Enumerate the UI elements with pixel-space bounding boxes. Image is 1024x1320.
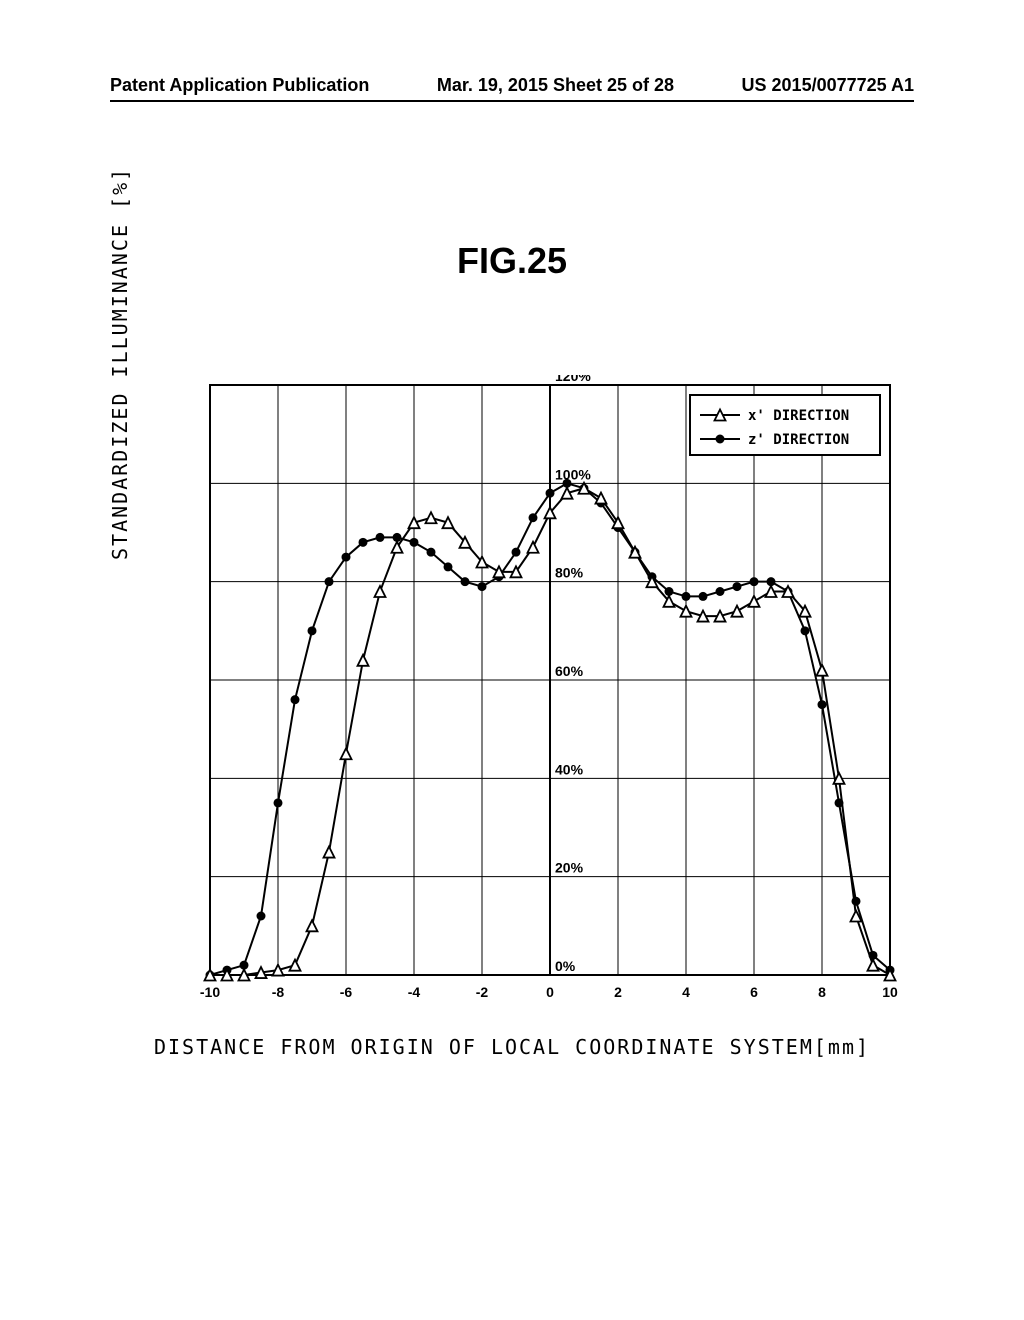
svg-text:6: 6 xyxy=(750,984,758,1000)
svg-text:80%: 80% xyxy=(555,565,584,581)
svg-text:x' DIRECTION: x' DIRECTION xyxy=(748,408,849,424)
svg-text:4: 4 xyxy=(682,984,690,1000)
header-left: Patent Application Publication xyxy=(110,75,369,96)
svg-text:z' DIRECTION: z' DIRECTION xyxy=(748,432,849,448)
svg-text:-4: -4 xyxy=(408,984,421,1000)
svg-text:-10: -10 xyxy=(200,984,220,1000)
svg-text:-2: -2 xyxy=(476,984,489,1000)
svg-text:0: 0 xyxy=(546,984,554,1000)
figure-title: FIG.25 xyxy=(0,240,1024,282)
svg-text:8: 8 xyxy=(818,984,826,1000)
header-right: US 2015/0077725 A1 xyxy=(742,75,914,96)
x-axis-label: DISTANCE FROM ORIGIN OF LOCAL COORDINATE… xyxy=(0,1035,1024,1059)
illuminance-chart: -10-8-6-4-202468100%20%40%60%80%100%120%… xyxy=(150,375,910,1015)
svg-text:100%: 100% xyxy=(555,466,591,482)
y-axis-label: STANDARDIZED ILLUMINANCE [%] xyxy=(108,167,132,560)
svg-text:-8: -8 xyxy=(272,984,285,1000)
svg-text:20%: 20% xyxy=(555,860,584,876)
svg-text:0%: 0% xyxy=(555,958,576,974)
svg-text:2: 2 xyxy=(614,984,622,1000)
header-rule xyxy=(110,100,914,102)
svg-text:60%: 60% xyxy=(555,663,584,679)
svg-text:40%: 40% xyxy=(555,761,584,777)
svg-text:-6: -6 xyxy=(340,984,353,1000)
header-center: Mar. 19, 2015 Sheet 25 of 28 xyxy=(437,75,674,96)
svg-text:10: 10 xyxy=(882,984,898,1000)
svg-text:120%: 120% xyxy=(555,375,591,384)
